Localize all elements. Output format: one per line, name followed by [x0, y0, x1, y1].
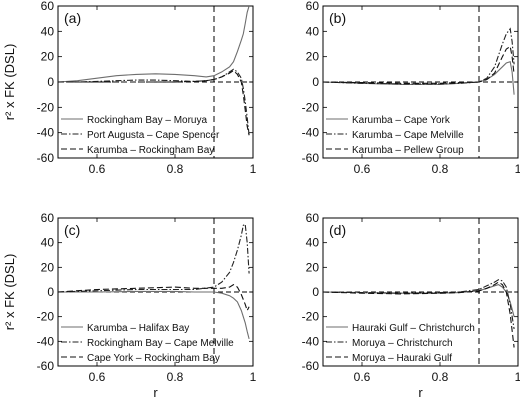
x-tick-label: 0.8: [167, 370, 184, 384]
y-tick-label: 40: [41, 24, 55, 38]
y-tick-label: 0: [47, 75, 54, 89]
legend: Rockingham Bay – Moruya Port Augusta – Ca…: [61, 115, 220, 156]
series-line-3: [58, 69, 250, 136]
y-tick-label: 60: [306, 0, 320, 13]
legend-entry: Rockingham Bay – Moruya: [87, 115, 207, 126]
panel-c: 60 40 20 0 -20 -40 -60 0.6 0.8 1 (c) Karumba – Hali…: [2, 211, 257, 400]
y-tick-label: -60: [37, 359, 55, 373]
y-tick-label: 60: [306, 211, 320, 225]
series-line-3: [323, 45, 515, 84]
y-tick-label: 60: [41, 0, 55, 13]
y-tick-label: -40: [302, 334, 320, 348]
x-tick-label: 0.6: [354, 162, 371, 176]
legend-entry: Cape York – Rockingham Bay: [87, 353, 220, 364]
panel-label: (b): [329, 10, 346, 26]
y-tick-label: -20: [302, 310, 320, 324]
y-tick-label: -20: [37, 100, 55, 114]
y-axis-label: r² x FK (DSL): [2, 44, 17, 121]
series-line-2: [58, 68, 250, 136]
y-tick-label: 0: [312, 75, 319, 89]
y-tick-label: -60: [302, 151, 320, 165]
y-tick-label: 60: [41, 211, 55, 225]
y-tick-label: -40: [302, 126, 320, 140]
series-line-1: [58, 290, 250, 340]
legend-entry: Karumba – Halifax Bay: [87, 323, 189, 334]
y-tick-label: 0: [47, 285, 54, 299]
x-tick-label: 1: [250, 162, 257, 176]
y-tick-label: 20: [41, 260, 55, 274]
legend-entry: Hauraki Gulf – Christchurch: [352, 323, 475, 334]
x-tick-label: 0.8: [432, 162, 449, 176]
panel-a: 60 40 20 0 -20 -40 -60 0.6 0.8 1 (a) Rockingham Bay…: [2, 0, 257, 176]
legend-entry: Karumba – Cape York: [352, 115, 451, 126]
series-line-2: [323, 27, 515, 85]
y-tick-label: -60: [37, 151, 55, 165]
y-tick-label: 40: [306, 24, 320, 38]
legend-entry: Port Augusta – Cape Spencer: [87, 130, 220, 141]
y-tick-label: -60: [302, 359, 320, 373]
y-tick-label: -40: [37, 334, 55, 348]
series-line-1: [58, 6, 250, 83]
series-line-2: [58, 223, 250, 293]
panel-b: 60 40 20 0 -20 -40 -60 0.6 0.8 1 (b) Karumba – Cape…: [302, 0, 520, 176]
series-line-2: [323, 279, 515, 330]
y-tick-label: 20: [41, 50, 55, 64]
x-tick-label: 0.6: [89, 162, 106, 176]
x-tick-label: 0.6: [89, 370, 106, 384]
panel-label: (a): [64, 10, 81, 26]
legend-entry: Karumba – Rockingham Bay: [87, 145, 214, 156]
y-tick-label: -20: [37, 310, 55, 324]
y-tick-label: 40: [41, 236, 55, 250]
y-tick-label: 0: [312, 285, 319, 299]
legend-entry: Moruya – Christchurch: [352, 338, 453, 349]
x-tick-label: 1: [515, 370, 520, 384]
y-tick-label: 20: [306, 50, 320, 64]
y-axis-label: r² x FK (DSL): [2, 254, 17, 331]
x-tick-label: 0.6: [354, 370, 371, 384]
x-axis-label: r: [418, 385, 423, 400]
y-tick-label: 20: [306, 260, 320, 274]
series-line-3: [58, 283, 250, 312]
series-line-3: [323, 281, 515, 348]
x-tick-label: 1: [250, 370, 257, 384]
legend: Karumba – Halifax Bay Rockingham Bay – Ca…: [61, 323, 234, 364]
panel-label: (d): [329, 222, 346, 238]
legend: Hauraki Gulf – Christchurch Moruya – Chri…: [326, 323, 475, 364]
y-tick-label: -40: [37, 126, 55, 140]
panel-label: (c): [64, 222, 80, 238]
legend-entry: Karumba – Cape Melville: [352, 130, 464, 141]
x-tick-label: 1: [515, 162, 520, 176]
legend-entry: Rockingham Bay – Cape Melville: [87, 338, 234, 349]
legend-entry: Moruya – Hauraki Gulf: [352, 353, 452, 364]
y-tick-label: 40: [306, 236, 320, 250]
panel-d: 60 40 20 0 -20 -40 -60 0.6 0.8 1 (d) Hauraki Gulf –…: [302, 211, 520, 400]
x-tick-label: 0.8: [167, 162, 184, 176]
legend: Karumba – Cape York Karumba – Cape Melvil…: [326, 115, 464, 156]
x-tick-label: 0.8: [432, 370, 449, 384]
x-axis-label: r: [153, 385, 158, 400]
y-tick-label: -20: [302, 100, 320, 114]
legend-entry: Karumba – Pellew Group: [352, 145, 464, 156]
